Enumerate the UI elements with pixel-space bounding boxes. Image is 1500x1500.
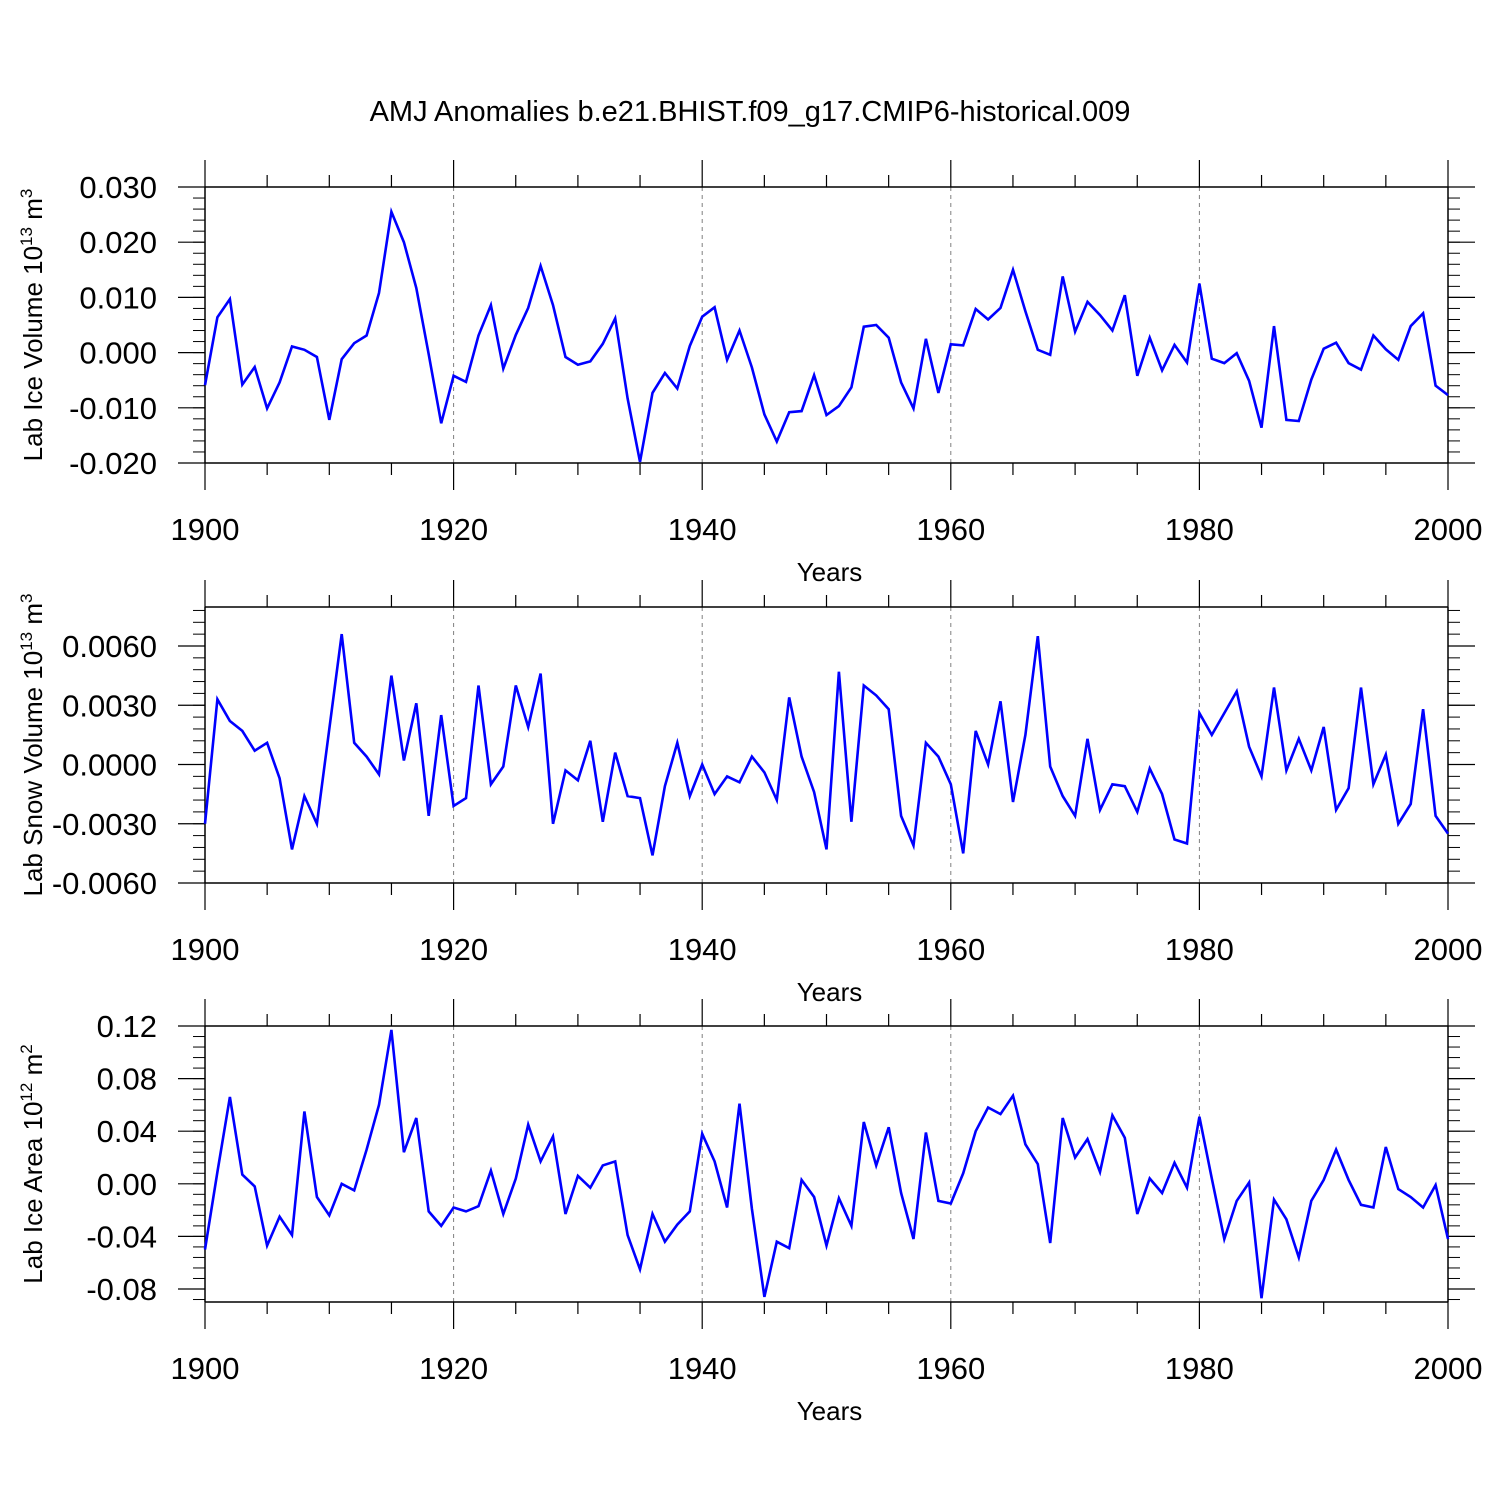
x-tick-label: 1920 [419,932,488,967]
x-axis-label: Years [797,557,863,587]
x-tick-label: 2000 [1414,1351,1483,1386]
x-tick-label: 1900 [171,512,240,547]
y-tick-label: 0.0060 [62,629,157,664]
y-tick-label: 0.0000 [62,748,157,783]
x-tick-label: 1960 [916,1351,985,1386]
y-tick-label: -0.0030 [52,807,157,842]
y-axis-label: Lab Snow Volume 1013 m3 [17,593,48,896]
y-tick-label: -0.010 [69,391,157,426]
series-line-lab-ice-volume [203,206,1449,463]
panel-3: -0.08 -0.04 0.00 0.04 0.08 0.12 1900 1920 1940 19… [17,999,1482,1426]
x-tick-label: 1960 [916,512,985,547]
x-axis-label: Years [797,1396,863,1426]
y-tick-label: 0.08 [97,1062,157,1097]
x-tick-label: 1900 [171,1351,240,1386]
y-tick-label: -0.0060 [52,866,157,901]
y-axis-label: Lab Ice Volume 1013 m3 [17,189,48,462]
panel-2: -0.0060 -0.0030 0.0000 0.0030 0.0060 1900 1920… [17,580,1482,1007]
panel-1: -0.020 -0.010 0.000 0.010 0.020 0.030 1900 1920… [17,160,1482,587]
x-tick-label: 1900 [171,932,240,967]
y-tick-label: 0.12 [97,1009,157,1044]
series-line-lab-ice-area [203,1029,1450,1299]
chart-title: AMJ Anomalies b.e21.BHIST.f09_g17.CMIP6-… [369,96,1131,128]
x-tick-label: 1920 [419,1351,488,1386]
x-tick-label: 1980 [1165,932,1234,967]
x-axis-label: Years [797,977,863,1007]
y-tick-label: 0.00 [97,1167,157,1202]
y-tick-label: -0.020 [69,446,157,481]
x-tick-label: 1920 [419,512,488,547]
y-tick-label: -0.08 [86,1272,157,1307]
x-tick-label: 1980 [1165,1351,1234,1386]
x-tick-label: 2000 [1414,512,1483,547]
y-tick-label: 0.010 [79,280,157,315]
series-line-lab-snow-volume [203,633,1450,856]
y-axis-label: Lab Ice Area 1012 m2 [17,1044,48,1283]
y-tick-label: 0.020 [79,225,157,260]
x-tick-label: 1940 [668,512,737,547]
y-tick-label: 0.04 [97,1114,157,1149]
y-tick-label: 0.000 [79,336,157,371]
x-tick-label: 1980 [1165,512,1234,547]
y-tick-label: -0.04 [86,1219,157,1254]
y-tick-label: 0.030 [79,170,157,205]
x-tick-label: 2000 [1414,932,1483,967]
x-tick-label: 1940 [668,932,737,967]
x-tick-label: 1940 [668,1351,737,1386]
y-tick-label: 0.0030 [62,688,157,723]
x-tick-label: 1960 [916,932,985,967]
